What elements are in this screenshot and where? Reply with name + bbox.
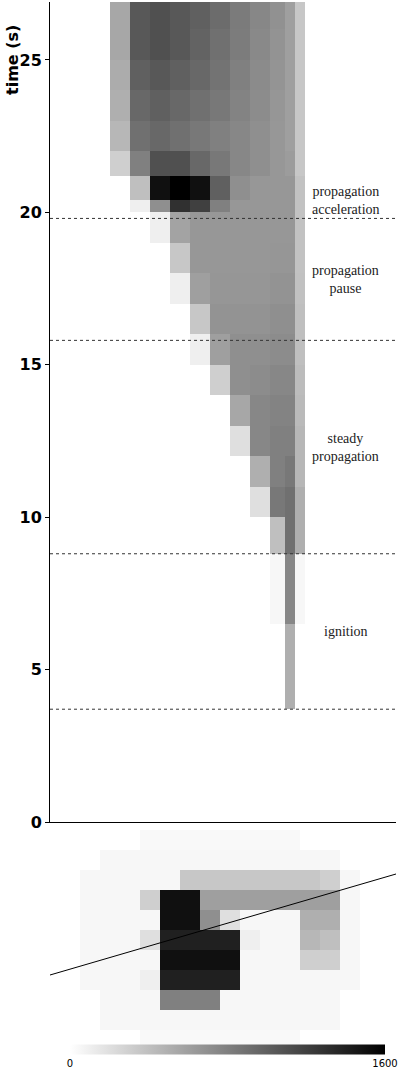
- svg-text:25: 25: [20, 51, 42, 70]
- svg-text:15: 15: [20, 355, 42, 374]
- svg-text:ignition: ignition: [324, 624, 368, 639]
- svg-text:steadypropagation: steadypropagation: [312, 431, 379, 464]
- svg-text:5: 5: [31, 660, 42, 679]
- svg-text:propagationpause: propagationpause: [312, 263, 379, 296]
- svg-text:0: 0: [67, 1058, 73, 1069]
- svg-text:1600: 1600: [372, 1058, 397, 1069]
- svg-text:time (s): time (s): [3, 25, 22, 95]
- svg-text:0: 0: [31, 813, 42, 832]
- svg-text:20: 20: [20, 203, 42, 222]
- svg-text:propagationacceleration: propagationacceleration: [312, 184, 380, 217]
- svg-text:10: 10: [20, 508, 42, 527]
